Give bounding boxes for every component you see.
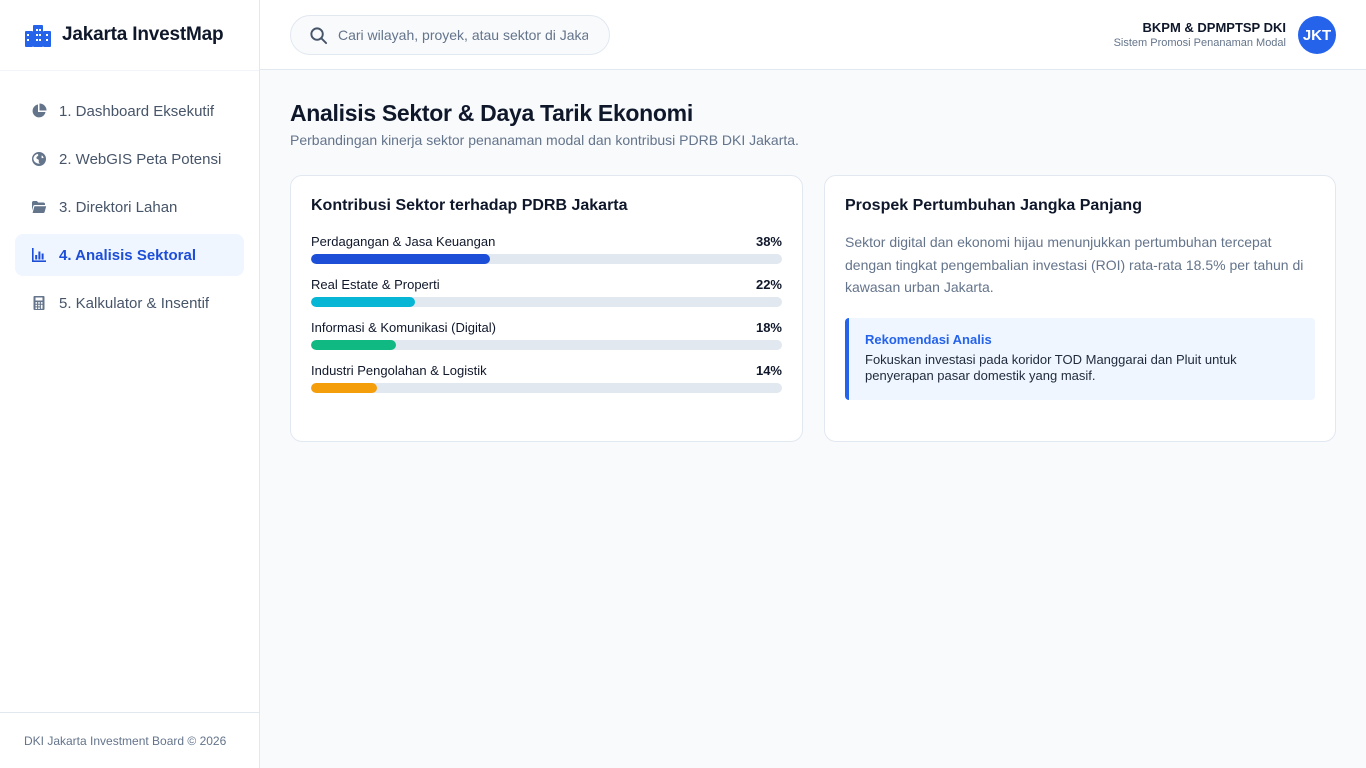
sector-row: Real Estate & Properti 22% [311, 277, 782, 307]
search-icon [310, 26, 328, 44]
bar-chart-icon [31, 247, 47, 263]
sector-label: Perdagangan & Jasa Keuangan [311, 234, 496, 249]
prospect-card: Prospek Pertumbuhan Jangka Panjang Sekto… [824, 175, 1336, 442]
sidebar-item-dashboard[interactable]: 1. Dashboard Eksekutif [15, 90, 244, 132]
search-bar[interactable] [290, 15, 610, 55]
analyst-recommendation: Rekomendasi Analis Fokuskan investasi pa… [845, 317, 1315, 400]
system-subtitle: Sistem Promosi Penanaman Modal [1113, 37, 1286, 49]
page-title: Analisis Sektor & Daya Tarik Ekonomi [290, 100, 693, 126]
sector-percent: 22% [755, 277, 782, 292]
sector-bar-track [311, 383, 782, 393]
brand[interactable]: Jakarta InvestMap [0, 0, 259, 71]
sector-label: Industri Pengolahan & Logistik [311, 363, 487, 378]
sector-bar-track [311, 340, 782, 350]
prospect-text: Sektor digital dan ekonomi hijau menunju… [845, 234, 1304, 295]
sector-percent: 38% [755, 234, 782, 249]
sidebar-item-label: 4. Analisis Sektoral [59, 246, 197, 264]
card-title: Prospek Pertumbuhan Jangka Panjang [845, 197, 1142, 214]
globe-icon [31, 151, 47, 167]
sector-bar-fill [311, 340, 396, 350]
sector-percent: 18% [755, 320, 782, 335]
sidebar-item-label: 5. Kalkulator & Insentif [59, 294, 210, 312]
contribution-card: Kontribusi Sektor terhadap PDRB Jakarta … [290, 175, 803, 442]
top-header: BKPM & DPMPTSP DKI Sistem Promosi Penana… [260, 0, 1366, 70]
sidebar-item-label: 1. Dashboard Eksekutif [59, 102, 215, 120]
sector-bar-fill [311, 383, 377, 393]
cards-row: Kontribusi Sektor terhadap PDRB Jakarta … [290, 175, 1336, 442]
sector-percent: 14% [755, 363, 782, 378]
sector-label: Real Estate & Properti [311, 277, 440, 292]
sector-bar-fill [311, 254, 490, 264]
sector-row: Informasi & Komunikasi (Digital) 18% [311, 320, 782, 350]
sidebar: Jakarta InvestMap 1. Dashboard Eksekutif… [0, 0, 260, 768]
page-subtitle: Perbandingan kinerja sektor penanaman mo… [290, 132, 799, 148]
sidebar-nav: 1. Dashboard Eksekutif 2. WebGIS Peta Po… [0, 71, 259, 324]
main-content: Analisis Sektor & Daya Tarik Ekonomi Per… [290, 100, 1336, 442]
sidebar-footer: DKI Jakarta Investment Board © 2026 [0, 712, 259, 768]
city-icon [25, 25, 51, 47]
sector-bar-list: Perdagangan & Jasa Keuangan 38% Real Esta… [311, 234, 782, 393]
folder-icon [31, 199, 47, 215]
sector-row: Perdagangan & Jasa Keuangan 38% [311, 234, 782, 264]
sector-label: Informasi & Komunikasi (Digital) [311, 320, 496, 335]
sidebar-item-kalkulator[interactable]: 5. Kalkulator & Insentif [15, 282, 244, 324]
sector-bar-track [311, 297, 782, 307]
avatar[interactable]: JKT [1298, 16, 1336, 54]
sector-bar-fill [311, 297, 415, 307]
recommendation-text: Fokuskan investasi pada koridor TOD Mang… [865, 351, 1237, 383]
search-input[interactable] [338, 27, 588, 43]
sidebar-item-webgis[interactable]: 2. WebGIS Peta Potensi [15, 138, 244, 180]
sidebar-item-analisis[interactable]: 4. Analisis Sektoral [15, 234, 244, 276]
sidebar-item-label: 3. Direktori Lahan [59, 198, 178, 216]
user-info: BKPM & DPMPTSP DKI Sistem Promosi Penana… [1114, 16, 1336, 54]
sector-bar-track [311, 254, 782, 264]
calculator-icon [31, 295, 47, 311]
pie-chart-icon [31, 103, 47, 119]
sector-row: Industri Pengolahan & Logistik 14% [311, 363, 782, 393]
org-name: BKPM & DPMPTSP DKI [1142, 20, 1287, 35]
sidebar-item-direktori[interactable]: 3. Direktori Lahan [15, 186, 244, 228]
brand-name: Jakarta InvestMap [62, 24, 224, 45]
sidebar-item-label: 2. WebGIS Peta Potensi [59, 150, 222, 168]
recommendation-title: Rekomendasi Analis [865, 331, 992, 347]
card-title: Kontribusi Sektor terhadap PDRB Jakarta [311, 197, 628, 214]
